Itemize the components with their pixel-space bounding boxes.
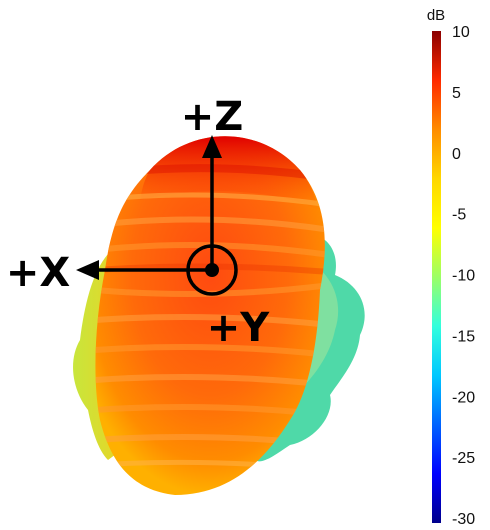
colorbar-tick-label: -20 xyxy=(452,389,475,406)
y-axis-circle xyxy=(186,244,238,296)
x-axis-label: +X xyxy=(6,250,71,296)
y-axis-label: +Y xyxy=(207,305,271,351)
colorbar-tick-label: -25 xyxy=(452,450,475,467)
colorbar-tick-label: -30 xyxy=(452,511,475,528)
colorbar: dB 10 5 0 -5 -10 -15 -20 -25 -30 xyxy=(427,7,475,528)
colorbar-tick-label: 0 xyxy=(452,146,461,163)
y-axis-dot xyxy=(205,263,219,277)
colorbar-unit-label: dB xyxy=(427,7,445,24)
colorbar-tick-label: -10 xyxy=(452,268,475,285)
colorbar-tick-label: -15 xyxy=(452,328,475,345)
colorbar-tick-label: -5 xyxy=(452,207,466,224)
z-axis-label: +Z xyxy=(181,94,244,140)
colorbar-tick-label: 5 xyxy=(452,85,461,102)
z-axis-arrowhead xyxy=(202,135,222,158)
colorbar-tick-label: 10 xyxy=(452,24,470,41)
lobe-top-cap xyxy=(140,136,318,210)
coordinate-axes: +Z +X +Y xyxy=(6,94,270,351)
colorbar-ticks: 10 5 0 -5 -10 -15 -20 -25 -30 xyxy=(452,24,475,528)
x-axis-arrowhead xyxy=(76,260,99,280)
colorbar-scale xyxy=(432,31,441,523)
